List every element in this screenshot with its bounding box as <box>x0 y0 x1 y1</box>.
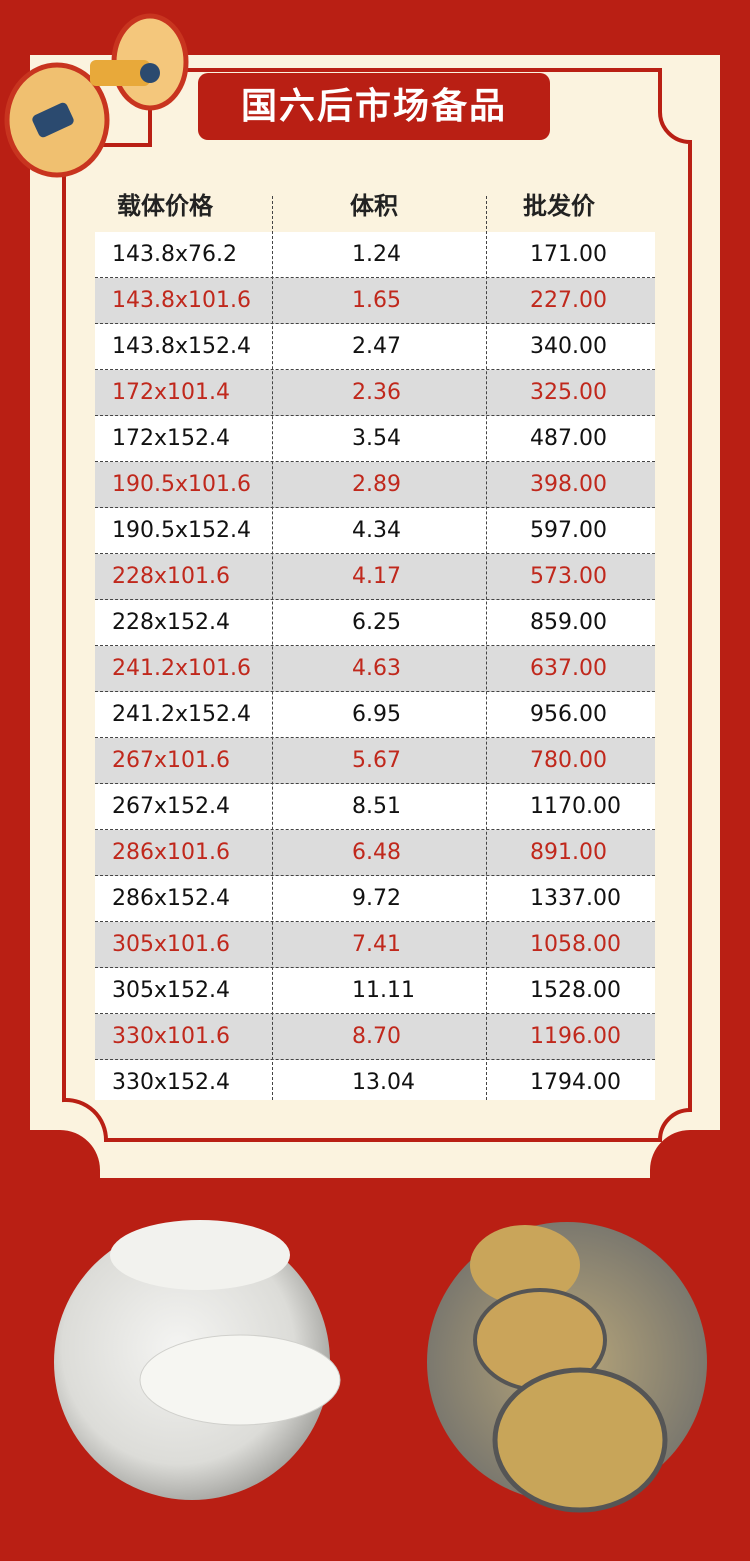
table-cell: 190.5x101.6 <box>112 472 251 497</box>
table-cell: 7.41 <box>352 932 401 957</box>
inner-border <box>62 68 692 1142</box>
table-row: 143.8x76.2 1.24 171.00 <box>95 232 655 278</box>
table-cell: 241.2x152.4 <box>112 702 251 727</box>
table-cell: 859.00 <box>530 610 607 635</box>
table-cell: 2.36 <box>352 380 401 405</box>
table-cell: 9.72 <box>352 886 401 911</box>
title: 国六后市场备品 <box>198 73 550 140</box>
table-cell: 398.00 <box>530 472 607 497</box>
table-cell: 340.00 <box>530 334 607 359</box>
table-row: 267x152.4 8.51 1170.00 <box>95 784 655 830</box>
table-row: 305x101.6 7.41 1058.00 <box>95 922 655 968</box>
column-divider <box>486 196 487 1100</box>
megaphone-hole <box>140 63 160 83</box>
table-cell: 2.89 <box>352 472 401 497</box>
table-row: 228x101.6 4.17 573.00 <box>95 554 655 600</box>
table-cell: 1794.00 <box>530 1070 621 1095</box>
table-cell: 1528.00 <box>530 978 621 1003</box>
column-header: 批发价 <box>523 192 595 220</box>
table-row: 228x152.4 6.25 859.00 <box>95 600 655 646</box>
catalyst <box>492 1367 668 1513</box>
table-cell: 267x152.4 <box>112 794 230 819</box>
table-cell: 330x101.6 <box>112 1024 230 1049</box>
table-cell: 891.00 <box>530 840 607 865</box>
table-cell: 1337.00 <box>530 886 621 911</box>
table-row: 330x101.6 8.70 1196.00 <box>95 1014 655 1060</box>
table-row: 305x152.4 11.11 1528.00 <box>95 968 655 1014</box>
column-header: 载体价格 <box>117 192 213 220</box>
table-cell: 286x101.6 <box>112 840 230 865</box>
catalyst <box>470 1225 580 1305</box>
table-cell: 13.04 <box>352 1070 415 1095</box>
table-row: 172x152.4 3.54 487.00 <box>95 416 655 462</box>
table-row: 241.2x152.4 6.95 956.00 <box>95 692 655 738</box>
column-divider <box>272 196 273 1100</box>
table-cell: 286x152.4 <box>112 886 230 911</box>
table-cell: 6.25 <box>352 610 401 635</box>
carrier <box>110 1220 290 1290</box>
table-cell: 8.70 <box>352 1024 401 1049</box>
table-cell: 4.63 <box>352 656 401 681</box>
table-row: 330x152.4 13.04 1794.00 <box>95 1060 655 1106</box>
table-cell: 573.00 <box>530 564 607 589</box>
table-cell: 172x101.4 <box>112 380 230 405</box>
table-cell: 171.00 <box>530 242 607 267</box>
table-row: 267x101.6 5.67 780.00 <box>95 738 655 784</box>
table-row: 190.5x101.6 2.89 398.00 <box>95 462 655 508</box>
table-cell: 143.8x152.4 <box>112 334 251 359</box>
table-cell: 330x152.4 <box>112 1070 230 1095</box>
table-cell: 3.54 <box>352 426 401 451</box>
table-cell: 305x152.4 <box>112 978 230 1003</box>
carrier <box>139 1334 341 1426</box>
table-cell: 4.34 <box>352 518 401 543</box>
table-cell: 780.00 <box>530 748 607 773</box>
table-cell: 1.65 <box>352 288 401 313</box>
table-cell: 1058.00 <box>530 932 621 957</box>
table-cell: 305x101.6 <box>112 932 230 957</box>
table-row: 286x101.6 6.48 891.00 <box>95 830 655 876</box>
table-cell: 5.67 <box>352 748 401 773</box>
table-cell: 1196.00 <box>530 1024 621 1049</box>
table-cell: 190.5x152.4 <box>112 518 251 543</box>
table-cell: 228x101.6 <box>112 564 230 589</box>
table-cell: 11.11 <box>352 978 415 1003</box>
table-row: 286x152.4 9.72 1337.00 <box>95 876 655 922</box>
table-cell: 6.95 <box>352 702 401 727</box>
table-row: 143.8x101.6 1.65 227.00 <box>95 278 655 324</box>
table-row: 172x101.4 2.36 325.00 <box>95 370 655 416</box>
table-cell: 241.2x101.6 <box>112 656 251 681</box>
table-cell: 228x152.4 <box>112 610 230 635</box>
column-header: 体积 <box>350 192 398 220</box>
table-cell: 6.48 <box>352 840 401 865</box>
table-row: 241.2x101.6 4.63 637.00 <box>95 646 655 692</box>
table-cell: 267x101.6 <box>112 748 230 773</box>
table-cell: 4.17 <box>352 564 401 589</box>
table-cell: 637.00 <box>530 656 607 681</box>
table-cell: 325.00 <box>530 380 607 405</box>
table-cell: 487.00 <box>530 426 607 451</box>
table-cell: 8.51 <box>352 794 401 819</box>
table-cell: 143.8x76.2 <box>112 242 237 267</box>
table-cell: 1170.00 <box>530 794 621 819</box>
table-cell: 1.24 <box>352 242 401 267</box>
megaphone-body <box>90 60 150 86</box>
table-row: 190.5x152.4 4.34 597.00 <box>95 508 655 554</box>
megaphone-handle <box>32 102 74 138</box>
table-cell: 143.8x101.6 <box>112 288 251 313</box>
table-cell: 2.47 <box>352 334 401 359</box>
table-cell: 227.00 <box>530 288 607 313</box>
table-cell: 956.00 <box>530 702 607 727</box>
table-cell: 597.00 <box>530 518 607 543</box>
table-row: 143.8x152.4 2.47 340.00 <box>95 324 655 370</box>
table-cell: 172x152.4 <box>112 426 230 451</box>
